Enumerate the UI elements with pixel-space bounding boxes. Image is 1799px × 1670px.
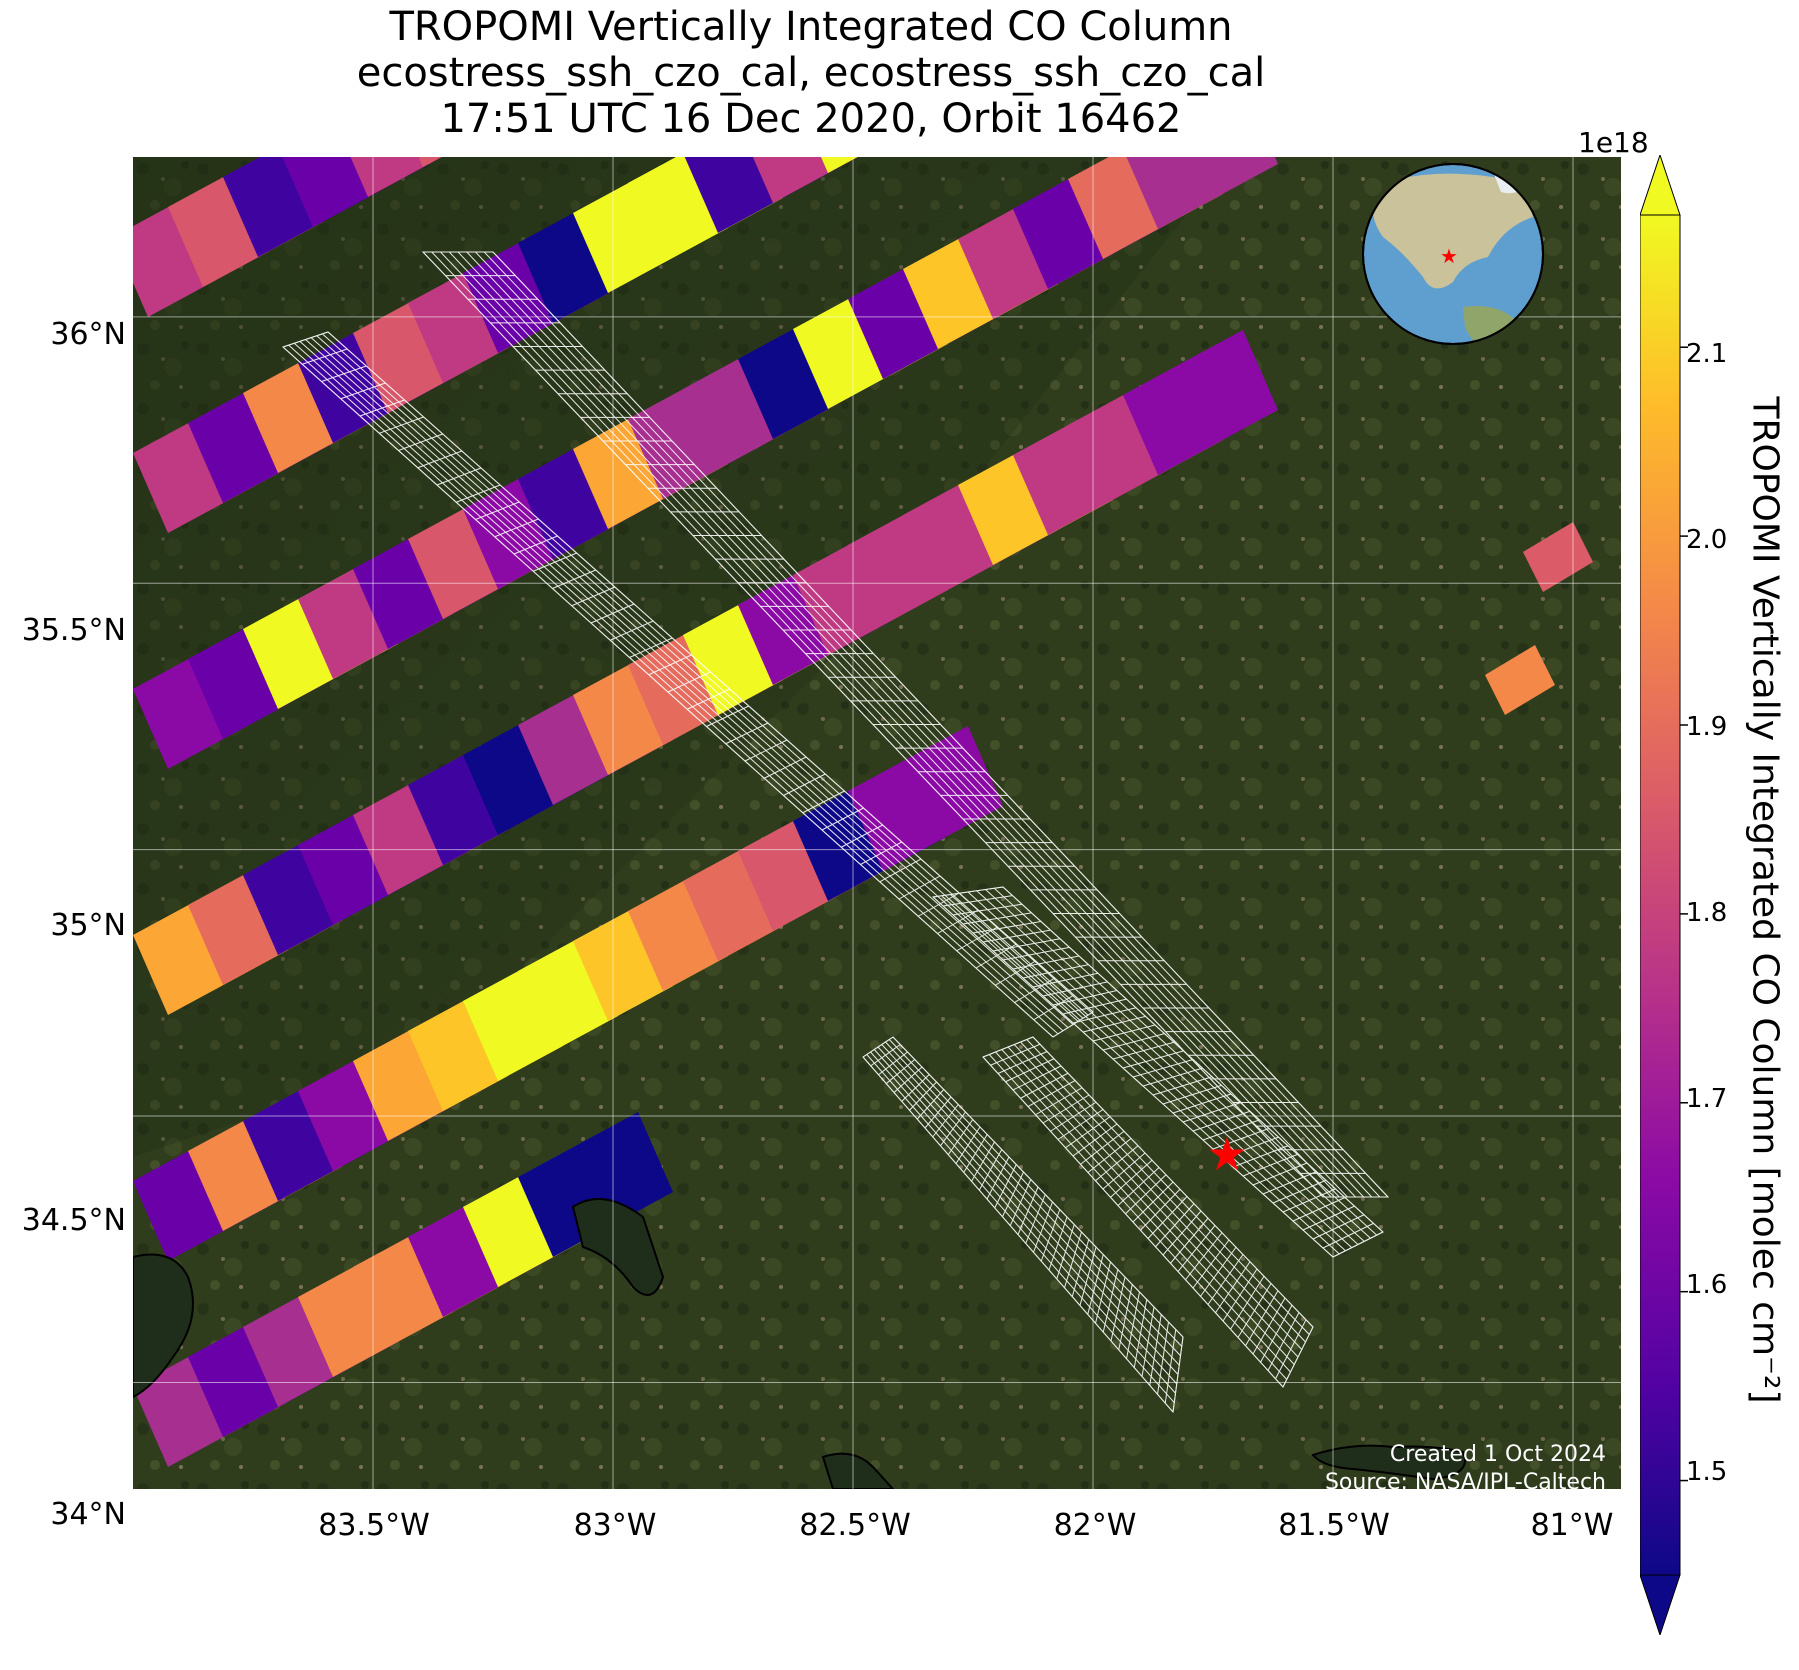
swath-grid-line [993, 887, 1378, 1236]
swath-grid-line [475, 251, 1373, 1198]
co-pixel [418, 157, 442, 167]
co-pixel [821, 157, 858, 173]
swath-grid-line [310, 337, 1079, 1022]
swath-grid-line [950, 894, 1346, 1252]
swath-grid-line [995, 1051, 1291, 1373]
lake-outline-south [821, 1452, 895, 1489]
title-line-2: ecostress_ssh_czo_cal, ecostress_ssh_czo… [356, 50, 1266, 96]
x-tick-label: 81°W [1530, 1508, 1614, 1543]
title-line-3: 17:51 UTC 16 Dec 2020, Orbit 16462 [440, 96, 1182, 142]
colorbar [1640, 155, 1688, 1635]
swath-grid-line [932, 896, 1334, 1258]
colorbar-min-extension [1640, 1574, 1681, 1635]
title-line-1: TROPOMI Vertically Integrated CO Column [389, 4, 1233, 50]
ecostress-footprints [282, 251, 1390, 1414]
x-tick-label: 81.5°W [1278, 1508, 1390, 1543]
swath-grid-line [1013, 1044, 1303, 1350]
swath-grid-line [492, 251, 1389, 1198]
co-pixel [1126, 157, 1278, 229]
colorbar-tick-label: 1.5 [1686, 1457, 1728, 1487]
swath-grid-line [299, 341, 1069, 1028]
map-canvas[interactable]: ★ ★ [133, 157, 1621, 1489]
swath-grid-line [483, 251, 1381, 1198]
swath-grid-line [958, 892, 1353, 1248]
x-tick-label: 83°W [573, 1508, 657, 1543]
colorbar-gradient [1640, 214, 1681, 1576]
swath-grid-line [1026, 1039, 1310, 1335]
y-tick-label: 34.5°N [21, 1203, 126, 1238]
y-tick-label: 35°N [50, 908, 126, 943]
swath-grid-line [982, 1056, 1284, 1388]
x-tick-label: 82.5°W [799, 1508, 911, 1543]
colorbar-tick-label: 2.1 [1686, 339, 1728, 369]
co-pixel-layer [133, 157, 1593, 1467]
globe-inset: ★ [1362, 163, 1544, 345]
colorbar-tick-label: 1.8 [1686, 898, 1728, 928]
lake-outlines [133, 1198, 1466, 1489]
colorbar-exponent: 1e18 [1578, 126, 1649, 159]
co-pixel [518, 1112, 673, 1257]
co-pixel [848, 726, 1003, 871]
created-date: Created 1 Oct 2024 [1389, 1442, 1606, 1467]
swath-grid-line [941, 895, 1340, 1255]
swath-grid-line [1002, 886, 1384, 1233]
swath-grid-line [988, 1054, 1288, 1380]
graticule [133, 157, 1621, 1489]
swath-grid-line [322, 333, 1089, 1016]
co-pixel [1523, 522, 1593, 592]
swath-grid-line [892, 1036, 1184, 1338]
swath-grid-line [431, 251, 1332, 1198]
y-tick-label: 36°N [50, 317, 126, 352]
swath-grid-line [422, 251, 1324, 1198]
swath-grid-line [440, 251, 1340, 1198]
source-credit: Source: NASA/JPL-Caltech [1324, 1470, 1606, 1495]
swath-grid-line [1007, 1046, 1299, 1358]
swath-grid-line [967, 891, 1359, 1245]
swath-grid-line [288, 344, 1059, 1035]
swath-grid-line [457, 251, 1356, 1198]
swath-grid-line [888, 1039, 1183, 1347]
swath-grid-line [1001, 1049, 1295, 1365]
co-pixel [1123, 330, 1278, 475]
swath-grid-line [448, 251, 1348, 1198]
lake-outline-west [133, 1253, 194, 1399]
target-marker-icon: ★ [1206, 1127, 1247, 1181]
y-tick-label: 35.5°N [21, 613, 126, 648]
globe-target-icon: ★ [1440, 244, 1458, 268]
lake-outline-center [571, 1198, 665, 1296]
colorbar-tick-label: 1.6 [1686, 1270, 1728, 1300]
swath-grid-line [881, 1044, 1180, 1366]
swath-grid-line [466, 251, 1364, 1198]
colorbar-max-extension [1640, 155, 1681, 216]
swath-grid-line [885, 1041, 1181, 1357]
x-tick-label: 82°W [1053, 1508, 1137, 1543]
x-tick-label: 83.5°W [318, 1508, 430, 1543]
colorbar-title: TROPOMI Vertically Integrated CO Column … [1744, 396, 1786, 1404]
lake-outline-east [1311, 1444, 1466, 1481]
swath-grid-line [985, 889, 1371, 1239]
swath-grid-line [877, 1046, 1179, 1375]
swath-grid-line [1032, 1036, 1314, 1328]
swath-grid-line [282, 346, 1054, 1038]
swath-grid-line [305, 339, 1074, 1025]
swath-grid-line [873, 1049, 1178, 1385]
colorbar-tick-label: 1.9 [1686, 712, 1728, 742]
swath-grid-line [1020, 1041, 1306, 1343]
colorbar-ticks [1680, 346, 1688, 1482]
colorbar-tick-label: 2.0 [1686, 525, 1728, 555]
colorbar-tick-label: 1.7 [1686, 1084, 1728, 1114]
swath-grid-line [293, 342, 1064, 1032]
swath-grid-line [870, 1051, 1176, 1394]
swath-grid-line [866, 1054, 1175, 1403]
map-panel[interactable]: ★ ★ [133, 157, 1621, 1489]
north-america-land [1371, 173, 1533, 289]
swath-grid-line [976, 890, 1365, 1242]
y-tick-label: 34°N [50, 1497, 126, 1532]
co-pixel [1485, 645, 1555, 715]
